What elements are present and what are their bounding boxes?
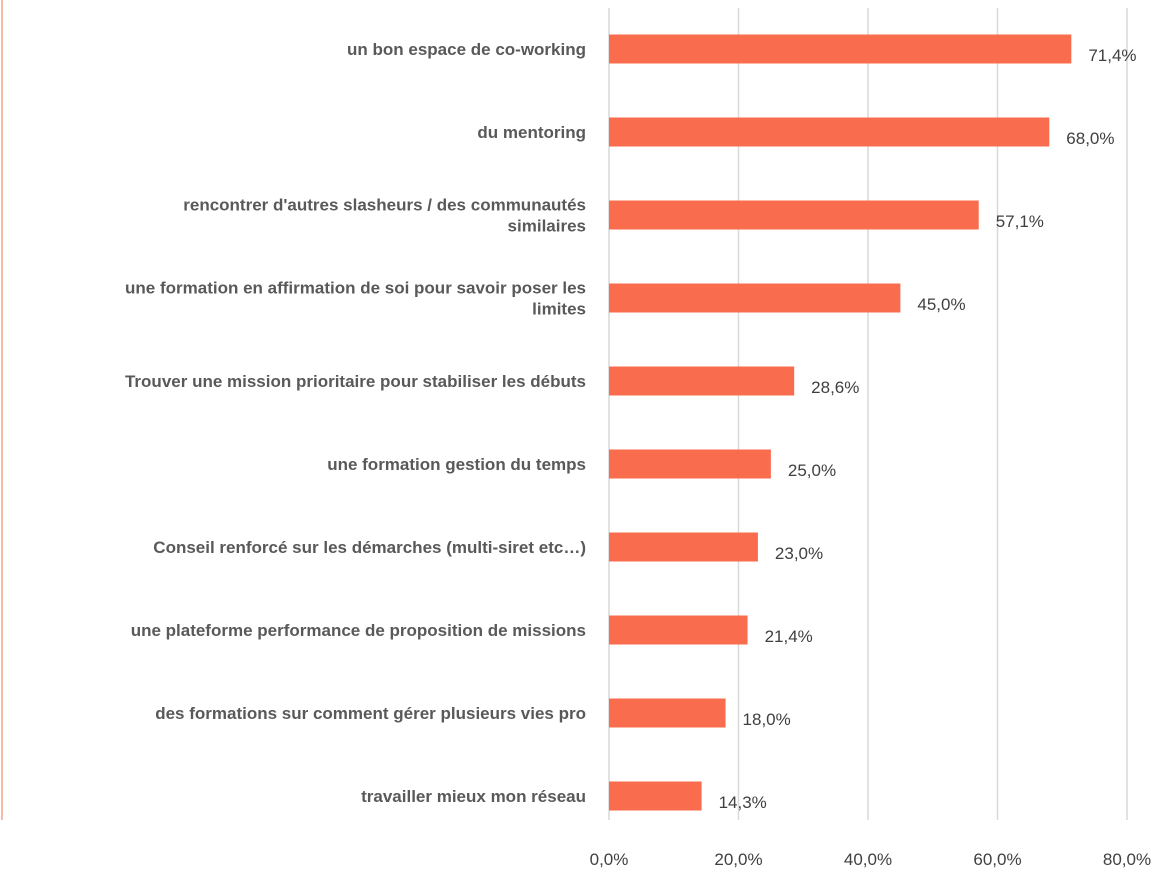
x-tick-label: 60,0% (973, 850, 1021, 869)
data-labels: 71,4% 68,0% 57,1% 45,0% 28,6% 25,0% 23,0% 21,4%… (719, 46, 1137, 812)
x-tick-label: 40,0% (844, 850, 892, 869)
category-label: du mentoring (477, 123, 586, 142)
bar (609, 781, 702, 811)
data-label: 23,0% (775, 544, 823, 563)
category-label: Conseil renforcé sur les démarches (mult… (153, 538, 586, 557)
category-label: rencontrer d'autres slasheurs / des comm… (183, 196, 586, 236)
data-label: 71,4% (1088, 46, 1136, 65)
category-label: travailler mieux mon réseau (361, 787, 586, 806)
bar (609, 532, 758, 562)
bar (609, 698, 726, 728)
data-label: 25,0% (788, 461, 836, 480)
data-label: 28,6% (811, 378, 859, 397)
x-tick-label: 0,0% (590, 850, 629, 869)
data-label: 18,0% (743, 710, 791, 729)
bar (609, 117, 1050, 147)
category-label: une plateforme performance de propositio… (131, 621, 586, 640)
bars (609, 34, 1072, 811)
category-label: un bon espace de co-working (347, 40, 586, 59)
category-label: Trouver une mission prioritaire pour sta… (125, 372, 586, 391)
bar (609, 283, 901, 313)
bar (609, 615, 748, 645)
data-label: 21,4% (765, 627, 813, 646)
bar (609, 366, 795, 396)
x-axis-ticks: 0,0% 20,0% 40,0% 60,0% 80,0% (590, 850, 1151, 869)
category-label: des formations sur comment gérer plusieu… (155, 704, 586, 723)
x-tick-label: 20,0% (714, 850, 762, 869)
category-labels: un bon espace de co-working du mentoring r… (125, 40, 586, 806)
bar (609, 449, 771, 479)
x-tick-label: 80,0% (1103, 850, 1151, 869)
data-label: 57,1% (996, 212, 1044, 231)
data-label: 45,0% (917, 295, 965, 314)
category-label: une formation gestion du temps (327, 455, 586, 474)
bar (609, 34, 1072, 64)
category-label: une formation en affirmation de soi pour… (125, 279, 586, 319)
data-label: 14,3% (719, 793, 767, 812)
bar (609, 200, 979, 230)
data-label: 68,0% (1066, 129, 1114, 148)
